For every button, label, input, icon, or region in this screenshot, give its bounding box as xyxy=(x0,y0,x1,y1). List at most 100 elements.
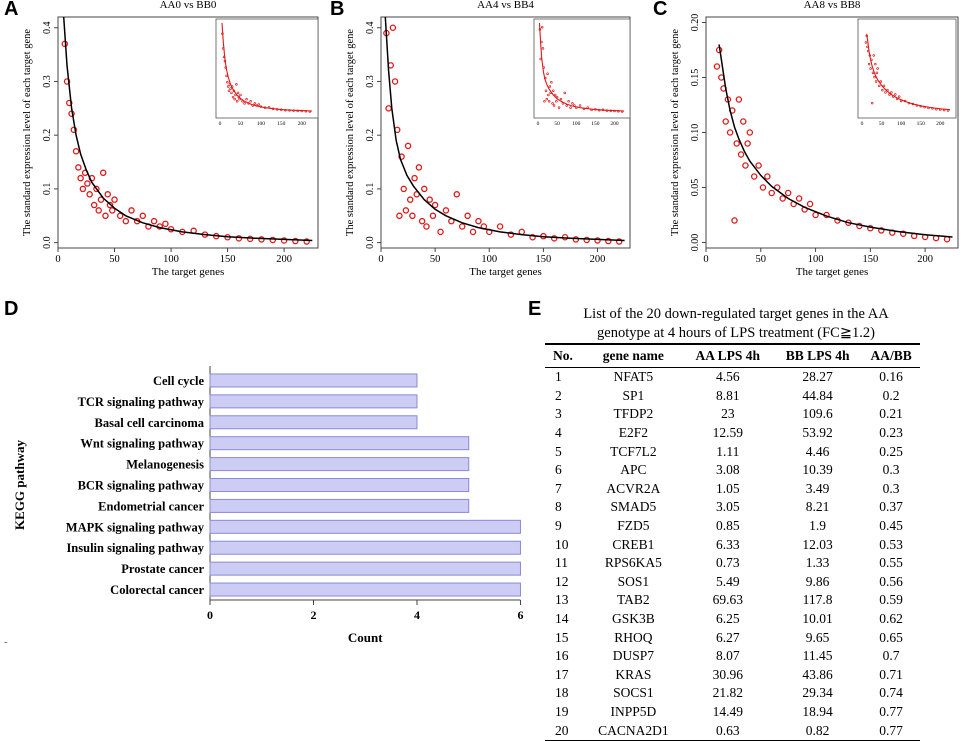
x-axis-label-c: The target genes xyxy=(796,266,869,278)
table-row: 2 SP1 8.81 44.84 0.2 xyxy=(545,387,920,406)
table-cell: 0.63 xyxy=(682,721,773,741)
chart-title-b: AA4 vs BB4 xyxy=(477,0,534,11)
inset-point-a-15 xyxy=(233,97,236,101)
inset-point-c-13 xyxy=(874,80,878,83)
table-cell: 7 xyxy=(555,480,562,496)
data-point-a-40 xyxy=(258,236,265,243)
inset-point-c-17 xyxy=(879,80,883,83)
table-row: 15 RHOQ 6.27 9.65 0.65 xyxy=(545,628,920,647)
bar-category-label-6: Endometrial cancer xyxy=(98,499,204,513)
inset-tick-label-a-200: 200 xyxy=(298,121,307,127)
data-point-c-4 xyxy=(722,118,729,125)
table-cell: 0.59 xyxy=(879,592,903,608)
inset-point-b-8 xyxy=(544,89,548,92)
inset-point-c-27 xyxy=(897,95,901,98)
inset-point-b-11 xyxy=(547,93,550,97)
bar-category-label-0: Cell cycle xyxy=(153,374,204,388)
data-point-b-35 xyxy=(529,234,536,241)
inset-frame-a xyxy=(215,18,319,119)
table-cell: 0.74 xyxy=(879,685,903,701)
table-row: 13 TAB2 69.63 117.8 0.59 xyxy=(545,591,920,610)
inset-point-a-6 xyxy=(226,81,229,84)
data-point-b-26 xyxy=(458,223,466,230)
inset-point-a-19 xyxy=(236,91,240,95)
panel-label-e: E xyxy=(528,298,542,320)
inset-point-c-20 xyxy=(884,91,887,94)
inset-tick-label-b-0: 0 xyxy=(537,121,540,127)
y-tick-label-b-0.1: 0.1 xyxy=(365,183,376,196)
bar-7 xyxy=(209,519,521,534)
inset-point-c-14 xyxy=(875,71,879,75)
data-point-a-22 xyxy=(111,196,118,203)
inset-point-c-4 xyxy=(867,62,871,66)
inset-tick-label-b-50: 50 xyxy=(554,121,560,127)
table-cell: 53.92 xyxy=(802,425,833,441)
data-point-c-18 xyxy=(759,184,767,191)
table-row: 11 RPS6KA5 0.73 1.33 0.55 xyxy=(545,554,920,573)
data-point-a-13 xyxy=(90,201,98,209)
x-tick-label-c-100: 100 xyxy=(808,254,824,265)
data-point-a-15 xyxy=(95,207,102,214)
bar-category-label-3: Wnt signaling pathway xyxy=(80,437,204,451)
data-point-c-12 xyxy=(740,118,747,125)
data-point-b-29 xyxy=(475,217,482,225)
inset-point-b-3 xyxy=(540,25,544,29)
bar-2 xyxy=(209,415,418,430)
data-point-a-27 xyxy=(139,212,147,220)
panel-label-c: C xyxy=(653,0,668,20)
panel-label-d: D xyxy=(4,298,19,320)
x-tick-label-a-200: 200 xyxy=(276,254,292,265)
inset-point-b-32 xyxy=(578,104,582,107)
data-point-c-22 xyxy=(779,195,786,202)
data-point-a-18 xyxy=(102,212,109,220)
data-point-c-16 xyxy=(750,173,758,180)
table-row: 6 APC 3.08 10.39 0.3 xyxy=(545,461,920,480)
table-row: 19 INPP5D 14.49 18.94 0.77 xyxy=(545,703,920,722)
inset-tick-label-a-50: 50 xyxy=(238,121,244,127)
data-point-b-11 xyxy=(406,196,414,203)
inset-point-c-18 xyxy=(881,88,884,92)
table-cell: 19 xyxy=(555,703,569,719)
table-cell: 12.03 xyxy=(802,536,833,552)
table-cell: 21.82 xyxy=(712,685,743,701)
bar-9 xyxy=(209,561,521,576)
x-tick-label-a-0: 0 xyxy=(55,254,60,265)
column-header-3: BB LPS 4h xyxy=(772,343,863,368)
inset-frame-b xyxy=(533,18,631,119)
table-cell: 0.3 xyxy=(882,462,900,478)
table-cell: 8 xyxy=(555,499,562,515)
y-tick-label-a-0.4: 0.4 xyxy=(42,21,53,34)
table-cell: 15 xyxy=(555,629,569,645)
gene-table: No. gene name AA LPS 4h BB LPS 4h AA/BB 1 NFA… xyxy=(545,343,920,741)
data-point-c-15 xyxy=(746,129,754,136)
table-cell: 17 xyxy=(555,666,569,682)
data-point-a-1 xyxy=(63,78,71,85)
y-tick-label-a-0: 0.0 xyxy=(42,236,53,249)
bar-x-tick-label-2: 2 xyxy=(310,608,316,622)
data-point-c-25 xyxy=(795,195,803,202)
chart-title-c: AA8 vs BB8 xyxy=(804,0,861,11)
inset-point-b-12 xyxy=(547,100,551,103)
inset-tick-label-b-100: 100 xyxy=(572,121,581,127)
bar-x-tick-label-6: 6 xyxy=(517,608,523,622)
inset-point-b-23 xyxy=(559,97,563,101)
data-point-c-9 xyxy=(733,140,740,147)
data-point-c-10 xyxy=(735,96,743,103)
inset-point-b-4 xyxy=(541,47,545,50)
y-tick-label-b-0.3: 0.3 xyxy=(365,75,376,88)
table-cell: 0.65 xyxy=(879,629,903,645)
table-cell: 3.08 xyxy=(716,462,740,478)
data-point-c-20 xyxy=(768,189,775,197)
table-cell: 12.59 xyxy=(712,425,743,441)
scatter-chart-a: AA0 vs BB0 The target genes The standard e… xyxy=(22,0,319,278)
data-point-b-6 xyxy=(396,212,403,220)
table-cell: 9.86 xyxy=(805,573,830,589)
inset-point-b-13 xyxy=(548,85,552,88)
table-row: 16 DUSP7 8.07 11.45 0.7 xyxy=(545,647,920,666)
data-point-b-33 xyxy=(507,231,515,238)
data-point-a-11 xyxy=(86,191,93,198)
bar-chart-d: 0 2 4 6 Cell cycle TCR signaling pathway Basal… xyxy=(12,366,523,645)
bar-category-label-9: Prostate cancer xyxy=(121,562,204,576)
data-point-a-19 xyxy=(104,191,111,198)
inset-curve-b xyxy=(538,22,625,112)
